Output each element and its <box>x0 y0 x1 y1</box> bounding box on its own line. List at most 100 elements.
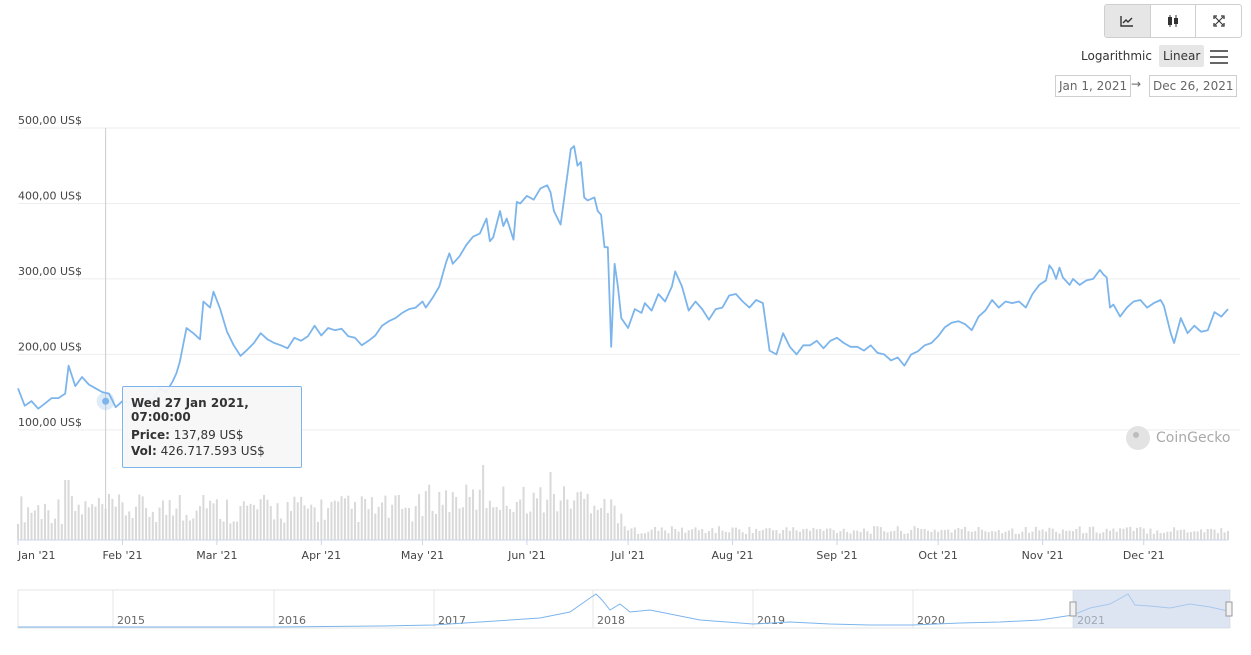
navigator-year-label: 2015 <box>117 614 145 627</box>
volume-bar <box>741 532 744 540</box>
volume-bar <box>1193 531 1196 540</box>
volume-bar <box>293 496 296 540</box>
volume-bar <box>114 506 117 540</box>
volume-bar <box>782 530 785 540</box>
y-tick-label: 300,00 US$ <box>18 265 82 278</box>
volume-bar <box>269 506 272 540</box>
volume-bar <box>980 529 983 540</box>
volume-bar <box>997 530 1000 540</box>
volume-bar <box>54 518 57 540</box>
volume-bar <box>424 491 427 540</box>
volume-bar <box>755 528 758 540</box>
volume-bar <box>1109 530 1112 540</box>
volume-bar <box>276 503 279 540</box>
volume-bar <box>886 532 889 540</box>
volume-bar <box>852 530 855 540</box>
volume-bar <box>229 523 232 540</box>
volume-bar <box>900 530 903 540</box>
volume-bar <box>84 501 87 540</box>
navigator-frame <box>17 589 1231 629</box>
volume-bar <box>256 509 259 540</box>
candlestick-chart-button[interactable] <box>1151 5 1197 37</box>
volume-bar <box>583 498 586 540</box>
volume-bar <box>967 531 970 540</box>
volume-bar <box>313 507 316 540</box>
volume-bar <box>1227 530 1229 540</box>
volume-bar <box>451 492 454 540</box>
volume-bar <box>1051 528 1054 540</box>
fullscreen-button[interactable] <box>1196 5 1241 37</box>
volume-bar <box>505 505 508 540</box>
volume-bar <box>1004 531 1007 540</box>
volume-bar <box>576 492 579 540</box>
volume-bar <box>165 514 168 540</box>
volume-bar <box>131 517 134 540</box>
navigator-handle[interactable] <box>1225 601 1233 617</box>
volume-bar <box>610 499 613 540</box>
scale-selector: Logarithmic Linear <box>1075 45 1235 69</box>
volume-bar <box>1038 530 1041 540</box>
volume-bar <box>37 505 40 540</box>
linear-scale-button[interactable]: Linear <box>1159 45 1205 67</box>
volume-bar <box>947 529 950 540</box>
date-to-input[interactable]: Dec 26, 2021 <box>1149 75 1238 97</box>
volume-bar <box>178 495 181 540</box>
volume-bar <box>1166 531 1169 540</box>
line-chart-button[interactable] <box>1105 5 1151 37</box>
volume-bar <box>33 510 36 540</box>
navigator-handle[interactable] <box>1069 601 1077 617</box>
volume-bar <box>209 500 212 540</box>
volume-bar <box>323 519 326 540</box>
candlestick-icon <box>1168 15 1178 27</box>
volume-bar <box>20 496 23 540</box>
tooltip-vol-label: Vol: <box>131 444 157 458</box>
volume-bar <box>731 527 734 540</box>
volume-bar <box>182 520 185 540</box>
volume-bar <box>485 508 488 540</box>
navigator[interactable]: 2015201620172018201920202021 <box>17 589 1233 629</box>
volume-bar <box>647 531 650 540</box>
logarithmic-scale-button[interactable]: Logarithmic <box>1081 49 1152 63</box>
volume-bar <box>1206 529 1209 540</box>
volume-bar <box>707 531 710 540</box>
volume-bar <box>620 513 623 540</box>
volume-bar <box>556 511 559 540</box>
volume-bar <box>1075 528 1078 540</box>
volume-bar <box>785 527 788 540</box>
volume-bar <box>215 499 218 540</box>
volume-bar <box>43 503 46 540</box>
volume-bar <box>263 494 266 540</box>
volume-bar <box>802 529 805 540</box>
volume-bar <box>549 472 552 540</box>
volume-bar <box>1061 529 1064 540</box>
volume-bar <box>832 530 835 540</box>
volume-bar <box>1135 527 1138 540</box>
volume-bar <box>879 527 882 540</box>
volume-bar <box>906 533 909 540</box>
volume-bar <box>977 527 980 540</box>
volume-bar <box>930 531 933 540</box>
volume-bar <box>839 531 842 540</box>
volume-bar <box>441 504 444 540</box>
volume-bar <box>515 502 518 540</box>
line-chart-icon <box>1120 16 1134 27</box>
volume-bar <box>448 512 451 540</box>
volume-bar <box>1169 531 1172 540</box>
chart-tooltip: Wed 27 Jan 2021, 07:00:00 Price: 137,89 … <box>122 386 302 468</box>
volume-bar <box>896 526 899 540</box>
hamburger-menu-icon[interactable] <box>1210 50 1228 64</box>
volume-bar <box>637 533 640 540</box>
x-tick-label: Feb '21 <box>102 549 142 562</box>
volume-bar <box>47 510 50 540</box>
date-from-input[interactable]: Jan 1, 2021 <box>1055 75 1132 97</box>
volume-bar <box>964 526 967 540</box>
navigator-selected-range[interactable] <box>1073 590 1230 628</box>
volume-bar <box>188 520 191 540</box>
volume-bar <box>913 526 916 540</box>
volume-bar <box>1031 531 1034 540</box>
volume-bar <box>1065 530 1068 540</box>
volume-bar <box>108 494 111 540</box>
navigator-year-label: 2016 <box>278 614 306 627</box>
volume-bar <box>1200 529 1203 540</box>
volume-bar <box>546 499 549 540</box>
